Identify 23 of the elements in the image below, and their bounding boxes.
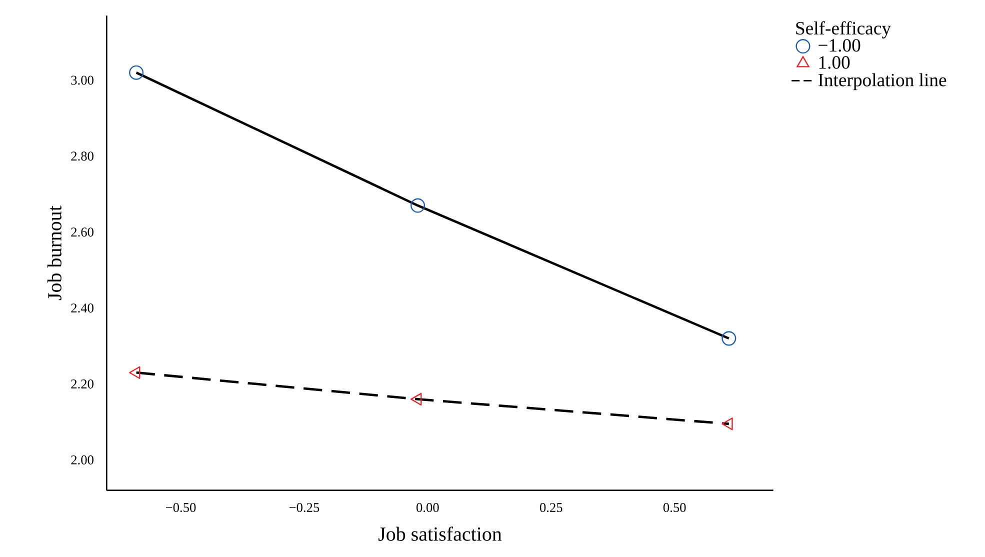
y-tick-label: 2.00	[71, 455, 94, 464]
legend-label: −1.00	[818, 39, 860, 52]
y-tick-label: 2.40	[71, 304, 94, 313]
legend-title: Self-efficacy	[796, 21, 891, 38]
y-tick-label: 3.00	[71, 76, 94, 85]
y-tick-label: 2.80	[71, 152, 94, 161]
point	[410, 198, 426, 213]
y-axis-title: Job burnout	[47, 206, 62, 300]
point	[722, 331, 736, 346]
x-tick-label: −0.50	[166, 503, 196, 512]
y-tick-label: 2.20	[71, 379, 94, 389]
y-tick-label: 2.60	[71, 228, 94, 237]
text: Interpolation line	[818, 73, 946, 90]
point	[410, 392, 422, 406]
point	[722, 418, 733, 430]
point	[129, 65, 144, 80]
x-axis-title: Job satisfaction	[378, 526, 502, 541]
point	[129, 366, 140, 379]
x-tick-label: 0.25	[540, 503, 562, 512]
x-tick-label: −0.25	[289, 503, 320, 512]
legend-label: 1.00	[819, 56, 850, 69]
x-tick-label: 0.50	[663, 503, 686, 512]
x-tick-label: 0.00	[416, 503, 439, 512]
